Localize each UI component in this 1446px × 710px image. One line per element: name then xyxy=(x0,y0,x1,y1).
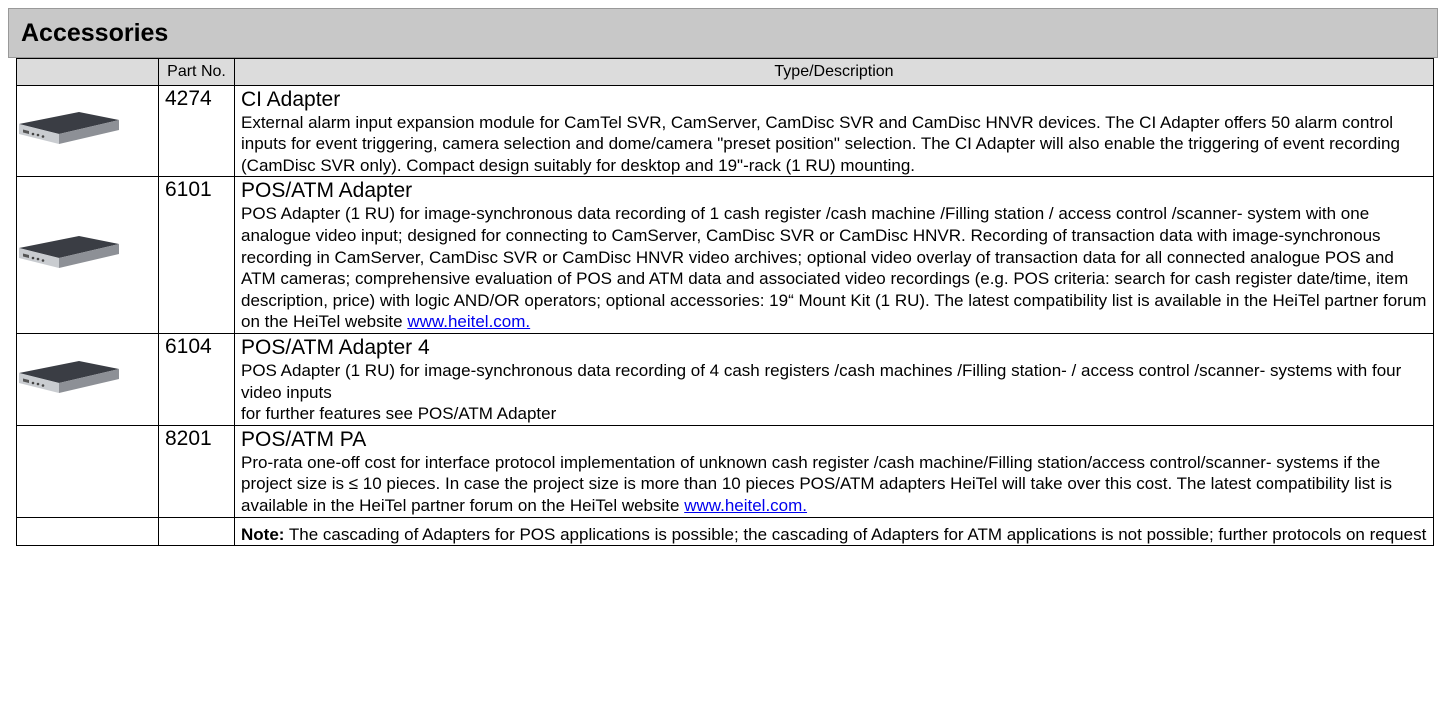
device-image xyxy=(19,236,119,269)
empty-cell xyxy=(158,516,235,547)
description-text: POS Adapter (1 RU) for image-synchronous… xyxy=(241,360,1402,402)
header-row: Part No. Type/Description xyxy=(16,58,1434,86)
header-cell xyxy=(16,58,159,86)
image-cell xyxy=(16,332,159,426)
product-name: POS/ATM Adapter xyxy=(241,179,413,203)
description-line: POS Adapter (1 RU) for image-synchronous… xyxy=(241,360,1427,403)
description-cell: POS/ATM Adapter 4 POS Adapter (1 RU) for … xyxy=(234,332,1434,426)
product-name: CI Adapter xyxy=(241,87,341,111)
empty-cell xyxy=(16,516,159,547)
device-image xyxy=(19,360,119,393)
part-number: 6101 xyxy=(158,176,235,334)
image-cell xyxy=(16,84,159,178)
header-cell: Type/Description xyxy=(234,58,1434,86)
item-row: 6101 POS/ATM Adapter POS Adapter (1 RU) fo… xyxy=(16,176,1434,334)
image-cell xyxy=(16,176,159,334)
description-cell: POS/ATM PA Pro-rata one-off cost for inte… xyxy=(234,424,1434,518)
accessories-table: Part No. Type/Description 4274 CI Adapter… xyxy=(16,58,1434,547)
description-cell: POS/ATM Adapter POS Adapter (1 RU) for im… xyxy=(234,176,1434,334)
item-row: 8201 POS/ATM PA Pro-rata one-off cost for … xyxy=(16,424,1434,518)
image-cell xyxy=(16,424,159,518)
item-row: 6104 POS/ATM Adapter 4 POS Adapter (1 RU) … xyxy=(16,332,1434,426)
title-bar: Accessories xyxy=(8,8,1438,58)
description-line: Pro-rata one-off cost for interface prot… xyxy=(241,452,1427,517)
part-number: 8201 xyxy=(158,424,235,518)
note-text: The cascading of Adapters for POS applic… xyxy=(288,524,1427,544)
device-image xyxy=(19,112,119,145)
note-row: Note: The cascading of Adapters for POS … xyxy=(16,516,1434,547)
title: Accessories xyxy=(21,19,169,47)
website-link[interactable]: www.heitel.com. xyxy=(407,312,531,332)
description-text: for further features see POS/ATM Adapter xyxy=(241,404,557,424)
product-name: POS/ATM Adapter 4 xyxy=(241,335,430,359)
description-text: POS Adapter (1 RU) for image-synchronous… xyxy=(241,204,1427,332)
product-name: POS/ATM PA xyxy=(241,427,367,451)
item-row: 4274 CI Adapter External alarm input expan… xyxy=(16,84,1434,178)
website-link[interactable]: www.heitel.com. xyxy=(684,495,808,515)
note-label: Note: xyxy=(241,524,285,544)
description-text: Pro-rata one-off cost for interface prot… xyxy=(241,452,1393,515)
description-line: External alarm input expansion module fo… xyxy=(241,112,1427,177)
note-cell: Note: The cascading of Adapters for POS … xyxy=(234,516,1434,547)
description-line: POS Adapter (1 RU) for image-synchronous… xyxy=(241,203,1427,333)
part-number: 4274 xyxy=(158,84,235,178)
table-body: Part No. Type/Description 4274 CI Adapter… xyxy=(16,58,1434,547)
header-cell: Part No. xyxy=(158,58,235,86)
description-line: for further features see POS/ATM Adapter xyxy=(241,403,1427,425)
part-number: 6104 xyxy=(158,332,235,426)
description-text: External alarm input expansion module fo… xyxy=(241,112,1400,175)
description-cell: CI Adapter External alarm input expansion… xyxy=(234,84,1434,178)
